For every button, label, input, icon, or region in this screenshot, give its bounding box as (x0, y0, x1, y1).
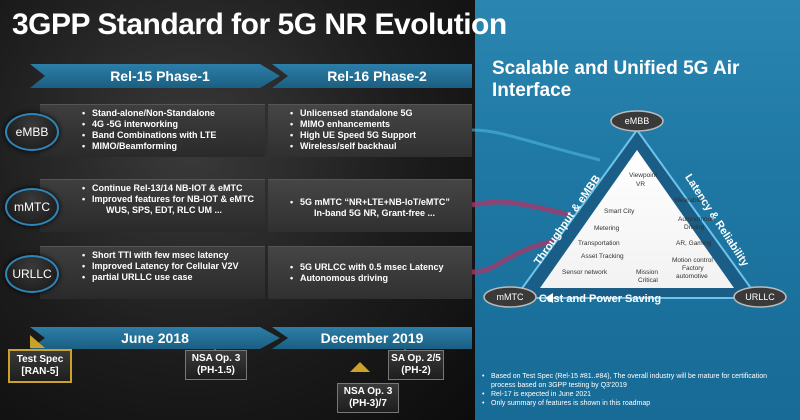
list-item: Stand-alone/Non-Standalone (82, 108, 216, 119)
test-spec-marker (30, 335, 45, 348)
list-item: Improved Latency for Cellular V2V (82, 261, 239, 272)
timeline-december-2019: December 2019 (272, 327, 472, 349)
use-wearable: Wearable (674, 197, 702, 204)
embb-node-label: eMBB (625, 116, 650, 126)
embb-connector-curve (471, 128, 601, 162)
urllc-connector-curve (471, 237, 561, 275)
nsa37-marker (350, 362, 370, 372)
phase-rel16-header: Rel-16 Phase-2 (272, 64, 472, 88)
milestone-test-spec: Test Spec [RAN-5] (8, 349, 72, 383)
triangle-inner (540, 150, 734, 288)
timeline-june-2018: June 2018 (30, 327, 280, 349)
list-item: 4G -5G interworking (82, 119, 216, 130)
urllc-node (733, 286, 787, 308)
milestone-sa25: SA Op. 2/5 (PH-2) (388, 350, 444, 380)
use-automotive: automotive (676, 273, 708, 280)
use-vr: VR (636, 181, 645, 188)
use-factory: Factory (682, 265, 704, 272)
list-item: Continue Rel-13/14 NB-IOT & eMTC (82, 183, 254, 194)
urllc-circle-label: URLLC (5, 255, 59, 293)
list-item: Autonomous driving (290, 273, 444, 284)
use-asset-tracking: Asset Tracking (581, 253, 624, 260)
list-subitem: WUS, SPS, EDT, RLC UM ... (106, 205, 223, 215)
phase-rel15-header: Rel-15 Phase-1 (30, 64, 280, 88)
milestone-nsa37-line2: (PH-3)/7 (349, 398, 387, 409)
urllc-rel15-list: Short TTI with few msec latency Improved… (82, 250, 239, 283)
bottom-edge-label: Cost and Power Saving (539, 293, 661, 305)
milestone-test-spec-line1: Test Spec (16, 354, 64, 365)
mmtc-rel15-list: Continue Rel-13/14 NB-IOT & eMTC Improve… (82, 183, 254, 216)
milestone-sa25-line2: (PH-2) (401, 365, 431, 376)
phase-rel16-label: Rel-16 Phase-2 (327, 68, 427, 84)
mmtc-node-label: mMTC (497, 292, 524, 302)
phase-rel15-label: Rel-15 Phase-1 (110, 68, 210, 84)
urllc-rel16-list: 5G URLCC with 0.5 msec Latency Autonomou… (290, 262, 444, 284)
footnotes: Based on Test Spec (Rel-15 #81..#84), Th… (482, 372, 792, 408)
use-sensor-network: Sensor network (562, 269, 608, 276)
use-transportation: Transportation (578, 240, 620, 247)
use-ar-gaming: AR, Gaming (676, 240, 712, 247)
milestone-nsa3-line2: (PH-1.5) (197, 365, 235, 376)
list-item: Unlicensed standalone 5G (290, 108, 416, 119)
list-subitem: In-band 5G NR, Grant-free ... (314, 208, 436, 218)
list-item: MIMO/Beamforming (82, 141, 216, 152)
footnote-item: Based on Test Spec (Rel-15 #81..#84), Th… (482, 372, 792, 390)
list-item: Band Combinations with LTE (82, 130, 216, 141)
embb-rel15-list: Stand-alone/Non-Standalone 4G -5G interw… (82, 108, 216, 152)
urllc-node-label: URLLC (745, 292, 775, 302)
list-item: 5G mMTC “NR+LTE+NB-IoT/eMTC” (290, 197, 450, 208)
footnote-item: Rel-17 is expected in June 2021 (482, 390, 792, 399)
list-item: Improved features for NB-IOT & eMTC (82, 194, 254, 205)
use-critical: Critical (638, 277, 658, 284)
timeline-december-2019-label: December 2019 (320, 330, 424, 346)
use-motion-control: Motion control (672, 257, 713, 264)
timeline-june-2018-label: June 2018 (121, 330, 189, 346)
use-mission: Mission (636, 269, 658, 276)
use-smart-city: Smart City (604, 208, 635, 215)
milestone-sa25-line1: SA Op. 2/5 (391, 353, 441, 364)
list-item: Short TTI with few msec latency (82, 250, 239, 261)
milestone-test-spec-line2: [RAN-5] (21, 366, 59, 377)
list-item: partial URLLC use case (82, 272, 239, 283)
milestone-nsa37: NSA Op. 3 (PH-3)/7 (337, 383, 399, 413)
footnote-item: Only summary of features is shown in thi… (482, 399, 792, 408)
use-viewpoint: Viewpoint (629, 172, 657, 179)
mmtc-connector-curve (471, 199, 571, 218)
use-metering: Metering (594, 225, 620, 232)
mmtc-rel16-list: 5G mMTC “NR+LTE+NB-IoT/eMTC” In-band 5G … (290, 197, 450, 219)
list-item: 5G URLCC with 0.5 msec Latency (290, 262, 444, 273)
embb-rel16-list: Unlicensed standalone 5G MIMO enhancemen… (290, 108, 416, 152)
list-item: MIMO enhancements (290, 119, 416, 130)
page-title: 3GPP Standard for 5G NR Evolution (12, 8, 507, 41)
mmtc-circle-label: mMTC (5, 188, 59, 226)
list-item: Wireless/self backhaul (290, 141, 416, 152)
milestone-nsa3: NSA Op. 3 (PH-1.5) (185, 350, 247, 380)
right-panel-heading: Scalable and Unified 5G Air Interface (492, 58, 740, 101)
mmtc-node (483, 286, 537, 308)
milestone-nsa37-line1: NSA Op. 3 (343, 386, 393, 397)
use-driving: Driving (684, 224, 705, 231)
use-autonomous: Autonomous (678, 216, 715, 223)
list-item: High UE Speed 5G Support (290, 130, 416, 141)
embb-node (610, 110, 664, 132)
milestone-nsa3-line1: NSA Op. 3 (191, 353, 241, 364)
bottom-edge-arrow (545, 293, 553, 303)
embb-circle-label: eMBB (5, 113, 59, 151)
